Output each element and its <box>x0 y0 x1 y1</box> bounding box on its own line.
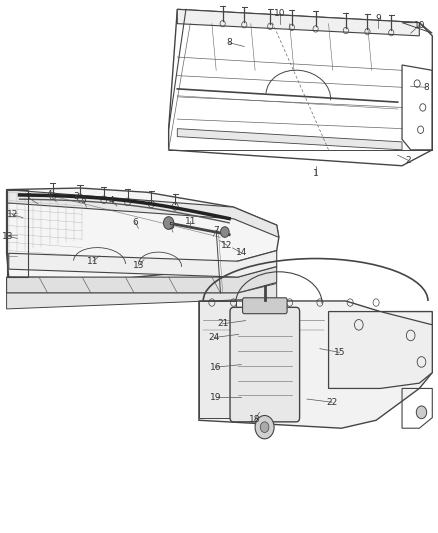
Circle shape <box>255 416 274 439</box>
Text: 1: 1 <box>313 169 318 178</box>
Circle shape <box>220 227 229 237</box>
Text: 14: 14 <box>236 248 247 257</box>
Polygon shape <box>177 10 419 36</box>
Text: 13: 13 <box>2 232 14 241</box>
Polygon shape <box>7 188 279 278</box>
Polygon shape <box>7 266 277 293</box>
Text: 16: 16 <box>209 363 221 372</box>
Text: 7: 7 <box>213 226 219 235</box>
Text: 5: 5 <box>81 196 86 205</box>
Text: 2: 2 <box>406 156 411 165</box>
Text: 7: 7 <box>25 193 31 202</box>
Text: 22: 22 <box>326 398 338 407</box>
Text: 3: 3 <box>73 192 78 201</box>
Text: 9: 9 <box>375 14 381 23</box>
Circle shape <box>163 216 174 229</box>
Text: 8: 8 <box>226 38 232 47</box>
Text: 24: 24 <box>208 333 220 342</box>
Text: 15: 15 <box>334 348 345 357</box>
Polygon shape <box>328 312 432 389</box>
FancyBboxPatch shape <box>243 298 287 314</box>
Polygon shape <box>9 251 277 277</box>
Text: 21: 21 <box>217 319 228 328</box>
Polygon shape <box>199 301 236 418</box>
Polygon shape <box>199 301 432 428</box>
Text: 10: 10 <box>413 21 425 30</box>
Text: 4: 4 <box>47 190 53 199</box>
Text: 12: 12 <box>221 241 233 250</box>
Polygon shape <box>177 128 402 150</box>
Text: 11: 11 <box>184 217 196 226</box>
Polygon shape <box>7 190 279 237</box>
Text: 13: 13 <box>133 261 144 270</box>
FancyBboxPatch shape <box>230 308 300 422</box>
Text: 4: 4 <box>109 196 114 205</box>
Circle shape <box>260 422 269 432</box>
Polygon shape <box>7 284 277 309</box>
Text: 12: 12 <box>7 210 18 219</box>
Circle shape <box>416 406 427 419</box>
Text: 11: 11 <box>87 257 99 265</box>
Text: 8: 8 <box>423 83 429 92</box>
Text: 18: 18 <box>249 415 261 424</box>
Text: 19: 19 <box>210 393 222 402</box>
Text: 5: 5 <box>168 222 174 231</box>
Text: 10: 10 <box>275 9 286 18</box>
Text: 6: 6 <box>133 218 138 227</box>
